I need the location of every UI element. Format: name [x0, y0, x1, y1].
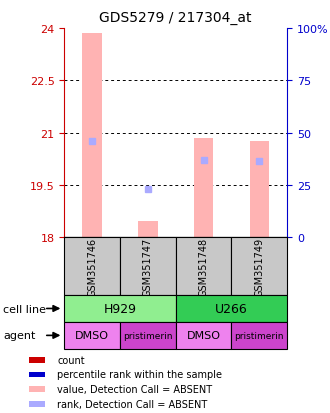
Bar [231, 322, 287, 349]
Text: GSM351749: GSM351749 [254, 237, 264, 296]
Text: agent: agent [3, 330, 36, 340]
Text: DMSO: DMSO [186, 330, 220, 341]
Bar [64, 295, 176, 322]
Bar [176, 295, 287, 322]
Text: count: count [57, 356, 85, 366]
Bar [138, 222, 158, 237]
Bar [64, 237, 120, 295]
Bar [176, 237, 231, 295]
Text: percentile rank within the sample: percentile rank within the sample [57, 370, 222, 380]
Text: pristimerin: pristimerin [123, 331, 173, 340]
Bar [29, 358, 45, 363]
Bar [29, 386, 45, 392]
Bar [249, 142, 269, 237]
Bar [29, 401, 45, 407]
Bar [120, 237, 176, 295]
Text: H929: H929 [104, 302, 137, 315]
Text: U266: U266 [215, 302, 248, 315]
Text: GSM351747: GSM351747 [143, 237, 153, 296]
Text: GSM351746: GSM351746 [87, 237, 97, 296]
Bar [194, 138, 213, 237]
Text: cell line: cell line [3, 304, 46, 314]
Text: DMSO: DMSO [75, 330, 109, 341]
Bar [64, 322, 120, 349]
Title: GDS5279 / 217304_at: GDS5279 / 217304_at [99, 11, 252, 25]
Bar [82, 34, 102, 237]
Text: value, Detection Call = ABSENT: value, Detection Call = ABSENT [57, 384, 213, 394]
Text: rank, Detection Call = ABSENT: rank, Detection Call = ABSENT [57, 399, 208, 409]
Bar [176, 322, 231, 349]
Bar [29, 372, 45, 377]
Text: GSM351748: GSM351748 [199, 237, 209, 296]
Bar [120, 322, 176, 349]
Bar [231, 237, 287, 295]
Text: pristimerin: pristimerin [235, 331, 284, 340]
